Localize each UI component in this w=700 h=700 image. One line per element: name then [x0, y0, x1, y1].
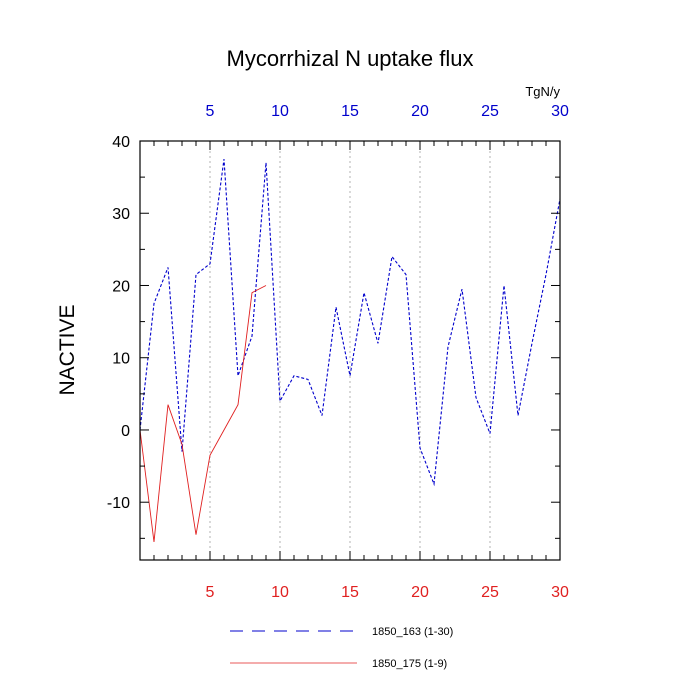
y-tick-label: 20	[112, 278, 130, 295]
x-tick-label-top: 15	[341, 103, 359, 120]
y-tick-label: 0	[121, 423, 130, 440]
x-tick-label-top: 5	[206, 103, 215, 120]
grid-layer	[209, 141, 491, 560]
x-tick-label-bottom: 15	[341, 584, 359, 601]
x-tick-label-bottom: 25	[481, 584, 499, 601]
units-label: TgN/y	[525, 84, 560, 99]
x-tick-label-top: 10	[271, 103, 289, 120]
x-tick-label-top: 25	[481, 103, 499, 120]
x-tick-label-bottom: 5	[206, 584, 215, 601]
x-tick-label-top: 30	[551, 103, 569, 120]
chart-title: Mycorrhizal N uptake flux	[227, 46, 474, 71]
legend-label-1: 1850_163 (1-30)	[372, 626, 453, 638]
x-tick-label-bottom: 30	[551, 584, 569, 601]
series-line-1	[140, 159, 560, 485]
series-line-2	[140, 285, 267, 542]
x-tick-label-bottom: 20	[411, 584, 429, 601]
legend: 1850_163 (1-30) 1850_175 (1-9)	[230, 626, 453, 670]
series-layer	[140, 159, 560, 542]
y-tick-label: 40	[112, 134, 130, 151]
x-tick-label-bottom: 10	[271, 584, 289, 601]
y-tick-label: 10	[112, 351, 130, 368]
y-tick-label: 30	[112, 206, 130, 223]
x-tick-label-top: 20	[411, 103, 429, 120]
legend-label-2: 1850_175 (1-9)	[372, 658, 447, 670]
y-tick-label: -10	[107, 495, 130, 512]
y-axis-label: NACTIVE	[56, 304, 79, 395]
axis-layer: -10 0 10 20 30 40 5 5 10 10 15 15 20 20 25 25 30 30	[107, 103, 569, 601]
